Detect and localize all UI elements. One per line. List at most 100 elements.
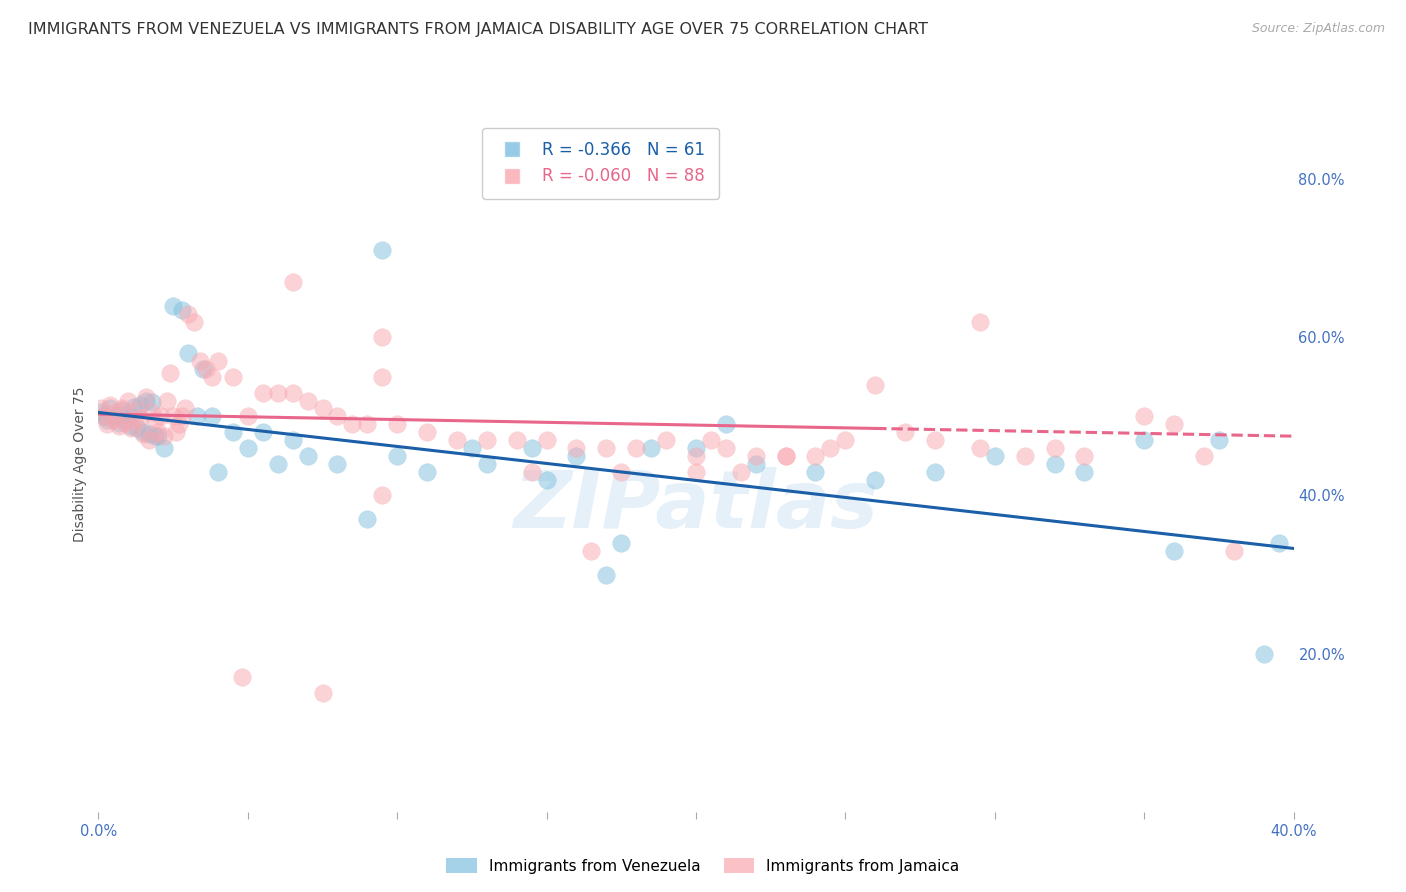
Point: [714, 417, 737, 432]
Point: [342, 417, 364, 432]
Point: [143, 429, 166, 443]
Point: [1223, 543, 1246, 558]
Point: [141, 395, 163, 409]
Point: [103, 411, 125, 425]
Point: [177, 346, 200, 360]
Point: [222, 369, 245, 384]
Point: [520, 465, 543, 479]
Point: [117, 393, 139, 408]
Point: [252, 425, 274, 440]
Point: [132, 425, 155, 440]
Point: [177, 307, 200, 321]
Point: [984, 449, 1007, 463]
Point: [610, 536, 633, 550]
Point: [385, 417, 409, 432]
Point: [1043, 441, 1066, 455]
Point: [356, 512, 378, 526]
Point: [969, 314, 991, 328]
Point: [775, 449, 797, 463]
Point: [135, 393, 157, 408]
Point: [172, 302, 194, 317]
Point: [100, 401, 122, 416]
Point: [148, 425, 170, 440]
Point: [108, 416, 131, 430]
Point: [820, 441, 842, 455]
Point: [626, 441, 648, 455]
Point: [1253, 647, 1275, 661]
Point: [685, 441, 707, 455]
Point: [267, 457, 290, 471]
Point: [148, 429, 170, 443]
Point: [446, 433, 468, 447]
Point: [311, 686, 333, 700]
Point: [195, 362, 218, 376]
Legend: R = -0.366   N = 61, R = -0.060   N = 88: R = -0.366 N = 61, R = -0.060 N = 88: [482, 128, 718, 199]
Point: [924, 465, 946, 479]
Point: [201, 369, 224, 384]
Point: [865, 473, 887, 487]
Point: [135, 390, 157, 404]
Point: [565, 449, 588, 463]
Point: [894, 425, 917, 440]
Point: [129, 411, 152, 425]
Point: [150, 409, 173, 424]
Point: [252, 385, 274, 400]
Point: [655, 433, 678, 447]
Point: [595, 567, 617, 582]
Point: [311, 401, 333, 416]
Point: [1163, 417, 1185, 432]
Point: [191, 362, 214, 376]
Point: [371, 369, 394, 384]
Y-axis label: Disability Age Over 75: Disability Age Over 75: [73, 386, 87, 541]
Text: ZIPatlas: ZIPatlas: [513, 467, 879, 545]
Point: [153, 441, 176, 455]
Point: [1073, 449, 1095, 463]
Point: [117, 407, 139, 421]
Point: [1073, 465, 1095, 479]
Point: [138, 426, 160, 441]
Point: [745, 449, 768, 463]
Point: [120, 421, 142, 435]
Point: [207, 354, 229, 368]
Point: [105, 405, 128, 419]
Point: [207, 465, 229, 479]
Point: [700, 433, 723, 447]
Point: [326, 457, 349, 471]
Point: [111, 401, 134, 416]
Point: [127, 421, 149, 435]
Point: [141, 405, 163, 419]
Point: [1014, 449, 1036, 463]
Point: [236, 441, 259, 455]
Point: [281, 275, 304, 289]
Point: [281, 385, 304, 400]
Point: [714, 441, 737, 455]
Point: [129, 398, 152, 412]
Point: [120, 418, 142, 433]
Point: [924, 433, 946, 447]
Point: [685, 465, 707, 479]
Point: [1043, 457, 1066, 471]
Point: [595, 441, 617, 455]
Point: [475, 457, 498, 471]
Point: [231, 670, 253, 684]
Point: [111, 403, 134, 417]
Point: [162, 409, 184, 424]
Point: [108, 418, 131, 433]
Point: [124, 413, 146, 427]
Point: [174, 401, 197, 416]
Point: [105, 408, 128, 422]
Point: [865, 377, 887, 392]
Point: [1192, 449, 1215, 463]
Point: [90, 405, 112, 419]
Point: [371, 244, 394, 258]
Point: [1267, 536, 1289, 550]
Text: IMMIGRANTS FROM VENEZUELA VS IMMIGRANTS FROM JAMAICA DISABILITY AGE OVER 75 CORR: IMMIGRANTS FROM VENEZUELA VS IMMIGRANTS …: [28, 22, 928, 37]
Point: [132, 426, 155, 441]
Point: [103, 413, 125, 427]
Point: [297, 449, 319, 463]
Point: [775, 449, 797, 463]
Point: [520, 441, 543, 455]
Point: [138, 433, 160, 447]
Point: [475, 433, 498, 447]
Point: [153, 429, 176, 443]
